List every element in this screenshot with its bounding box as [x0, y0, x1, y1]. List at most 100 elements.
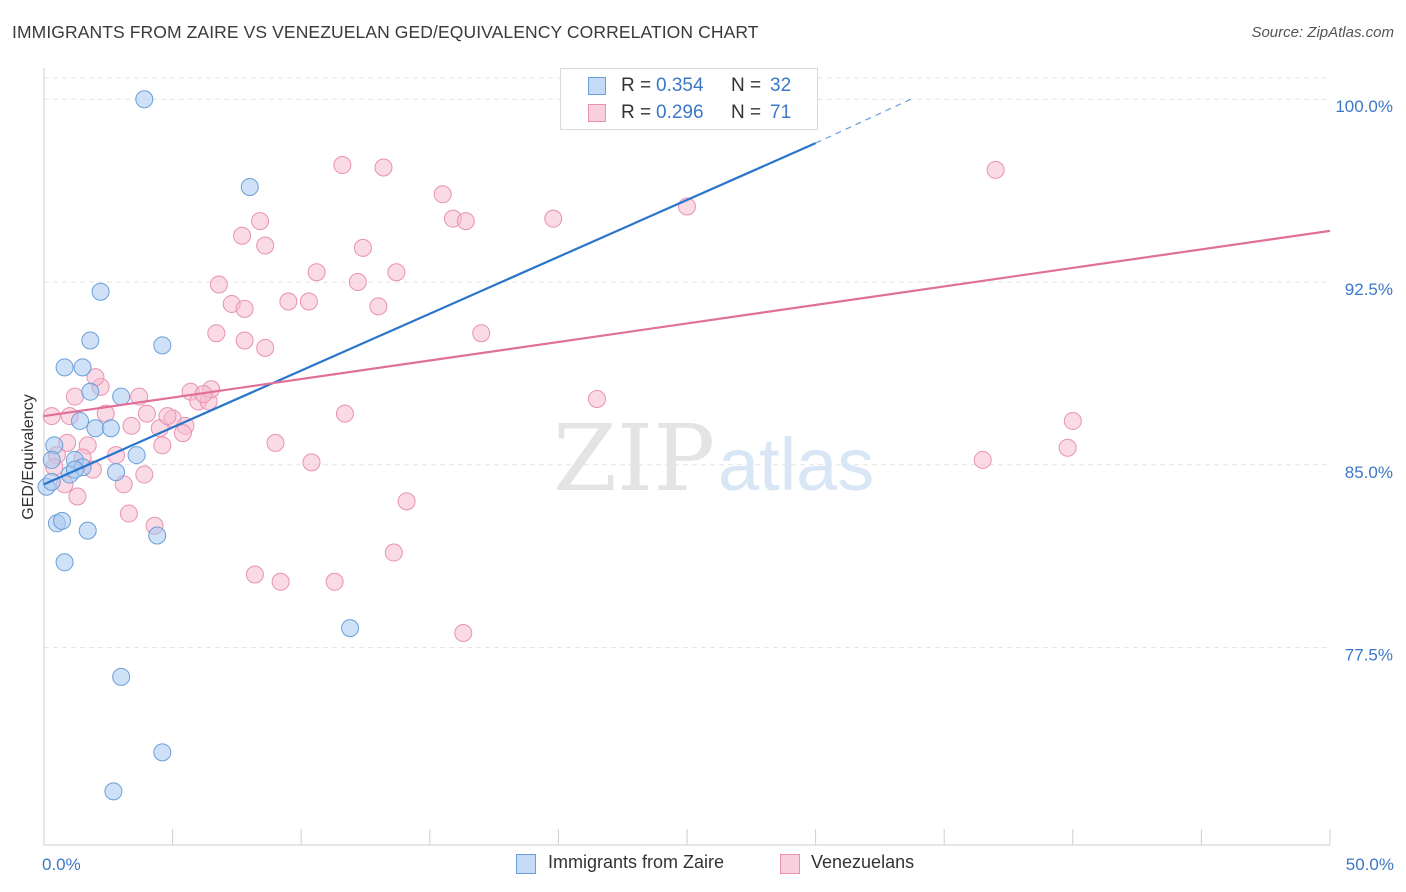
legend-swatch-venezuelans	[780, 854, 800, 874]
venezuelan-point	[299, 292, 318, 311]
venezuelan-point	[158, 407, 177, 426]
venezuelan-point	[68, 487, 87, 506]
zaire-point	[104, 782, 123, 801]
zaire-point	[55, 358, 74, 377]
venezuelan-trend-line	[43, 229, 1331, 418]
venezuelan-point	[587, 390, 606, 409]
r-value: 0.354	[656, 75, 704, 96]
venezuelan-point	[122, 416, 141, 435]
axis-labels: 100.0% 92.5% 85.0% 77.5% 0.0% 50.0% GED/Equiva…	[20, 97, 1394, 874]
venezuelan-point	[119, 504, 138, 523]
venezuelan-point	[65, 387, 84, 406]
zaire-point	[78, 521, 97, 540]
legend-label-venezuelans: Venezuelans	[811, 852, 915, 872]
venezuelan-point	[325, 572, 344, 591]
x-tick-label: 0.0%	[42, 855, 81, 874]
zaire-trend-line	[43, 142, 817, 486]
zaire-point	[127, 446, 146, 465]
legend-label-zaire: Immigrants from Zaire	[548, 852, 725, 872]
venezuelan-point	[233, 226, 252, 245]
venezuelan-point	[235, 299, 254, 318]
zaire-point	[86, 419, 105, 438]
zaire-trend-extension	[815, 98, 912, 144]
zaire-point	[45, 436, 64, 455]
venezuelan-point	[456, 212, 475, 231]
y-tick-label: 92.5%	[1345, 280, 1393, 299]
venezuelan-point	[387, 263, 406, 282]
zaire-point	[101, 419, 120, 438]
venezuelan-point	[137, 404, 156, 423]
venezuelan-point	[454, 623, 473, 642]
legend-row-zaire: R = 0.354 N = 32	[561, 74, 817, 100]
legend-swatch-zaire	[588, 77, 606, 95]
n-value: 32	[770, 75, 792, 96]
r-value: 0.296	[656, 102, 704, 123]
zaire-point	[148, 526, 167, 545]
chart-title: IMMIGRANTS FROM ZAIRE VS VENEZUELAN GED/…	[12, 22, 759, 42]
y-tick-label: 77.5%	[1345, 646, 1393, 665]
x-tick-label: 50.0%	[1346, 855, 1394, 874]
venezuelan-point	[302, 453, 321, 472]
venezuelan-point	[173, 424, 192, 443]
zaire-point	[153, 743, 172, 762]
zaire-point	[71, 411, 90, 430]
y-tick-label: 85.0%	[1345, 463, 1393, 482]
watermark: ZIP atlas	[553, 405, 874, 512]
legend-swatch-zaire	[516, 854, 536, 874]
venezuelan-point	[353, 238, 372, 257]
venezuelan-point	[986, 160, 1005, 179]
venezuelan-point	[251, 212, 270, 231]
venezuelan-point	[1058, 438, 1077, 457]
zaire-point	[240, 177, 259, 196]
venezuelan-point	[256, 338, 275, 357]
zaire-points	[37, 90, 709, 801]
zaire-point	[91, 282, 110, 301]
venezuelan-point	[266, 433, 285, 452]
zaire-point	[81, 382, 100, 401]
zaire-point	[112, 667, 131, 686]
y-axis-label: GED/Equivalency	[20, 394, 37, 519]
watermark-zip: ZIP	[553, 405, 715, 512]
gridlines	[44, 77, 1330, 649]
r-label: R =	[621, 102, 652, 123]
venezuelan-point	[279, 292, 298, 311]
venezuelan-point	[335, 404, 354, 423]
venezuelan-point	[369, 297, 388, 316]
venezuelan-point	[209, 275, 228, 294]
venezuelan-point	[307, 263, 326, 282]
venezuelan-point	[333, 156, 352, 175]
venezuelan-point	[1063, 411, 1082, 430]
zaire-point	[42, 450, 61, 469]
venezuelan-point	[235, 331, 254, 350]
venezuelan-point	[973, 450, 992, 469]
venezuelan-point	[207, 324, 226, 343]
venezuelan-point	[472, 324, 491, 343]
trend-lines	[43, 98, 1331, 486]
venezuelan-point	[374, 158, 393, 177]
venezuelan-point	[153, 436, 172, 455]
zaire-point	[81, 331, 100, 350]
zaire-point	[53, 511, 72, 530]
n-value: 71	[770, 102, 792, 123]
venezuelan-point	[544, 209, 563, 228]
venezuelan-point	[245, 565, 264, 584]
venezuelan-point	[433, 185, 452, 204]
venezuelan-point	[135, 465, 154, 484]
zaire-point	[112, 387, 131, 406]
legend-row-venezuelans: R = 0.296 N = 71	[561, 101, 817, 127]
venezuelan-point	[384, 543, 403, 562]
zaire-point	[55, 553, 74, 572]
venezuelan-point	[256, 236, 275, 255]
r-label: R =	[621, 75, 652, 96]
zaire-point	[107, 463, 126, 482]
venezuelans-points	[42, 156, 1082, 642]
n-label: N =	[731, 102, 762, 123]
zaire-point	[73, 358, 92, 377]
venezuelan-point	[348, 273, 367, 292]
venezuelan-point	[397, 492, 416, 511]
zaire-point	[153, 336, 172, 355]
y-tick-label: 100.0%	[1335, 97, 1393, 116]
n-label: N =	[731, 75, 762, 96]
legend-swatch-venezuelans	[588, 104, 606, 122]
